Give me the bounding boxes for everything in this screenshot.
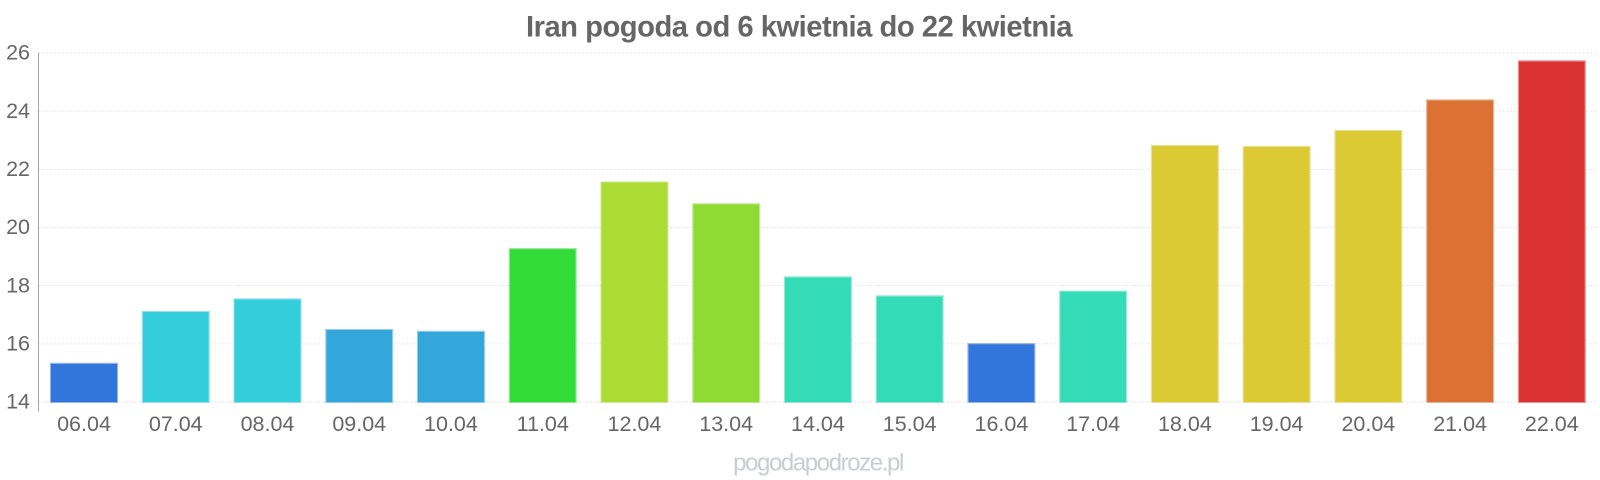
svg-text:20: 20 — [6, 215, 30, 239]
svg-text:12.04: 12.04 — [608, 412, 662, 436]
svg-text:16: 16 — [6, 332, 30, 356]
svg-text:24: 24 — [6, 99, 30, 123]
svg-text:21.04: 21.04 — [1433, 412, 1487, 436]
svg-text:22.04: 22.04 — [1525, 412, 1579, 436]
svg-text:13.04: 13.04 — [699, 412, 753, 436]
svg-text:19.04: 19.04 — [1250, 412, 1304, 436]
svg-text:17.04: 17.04 — [1066, 412, 1120, 436]
svg-text:pogodapodroze.pl: pogodapodroze.pl — [733, 450, 903, 477]
svg-text:14: 14 — [6, 390, 30, 414]
svg-text:18: 18 — [6, 273, 30, 297]
svg-text:10.04: 10.04 — [424, 412, 478, 436]
svg-text:15.04: 15.04 — [883, 412, 937, 436]
svg-text:09.04: 09.04 — [332, 412, 386, 436]
svg-text:14.04: 14.04 — [791, 412, 845, 436]
svg-text:20.04: 20.04 — [1341, 412, 1395, 436]
svg-text:18.04: 18.04 — [1158, 412, 1212, 436]
svg-text:11.04: 11.04 — [517, 412, 569, 436]
svg-text:Iran pogoda od 6 kwietnia do 2: Iran pogoda od 6 kwietnia do 22 kwietnia — [526, 12, 1073, 44]
svg-text:26: 26 — [6, 41, 30, 65]
svg-text:07.04: 07.04 — [149, 412, 203, 436]
svg-text:08.04: 08.04 — [241, 412, 295, 436]
svg-text:22: 22 — [6, 157, 30, 181]
svg-text:06.04: 06.04 — [57, 412, 111, 436]
svg-text:16.04: 16.04 — [974, 412, 1028, 436]
